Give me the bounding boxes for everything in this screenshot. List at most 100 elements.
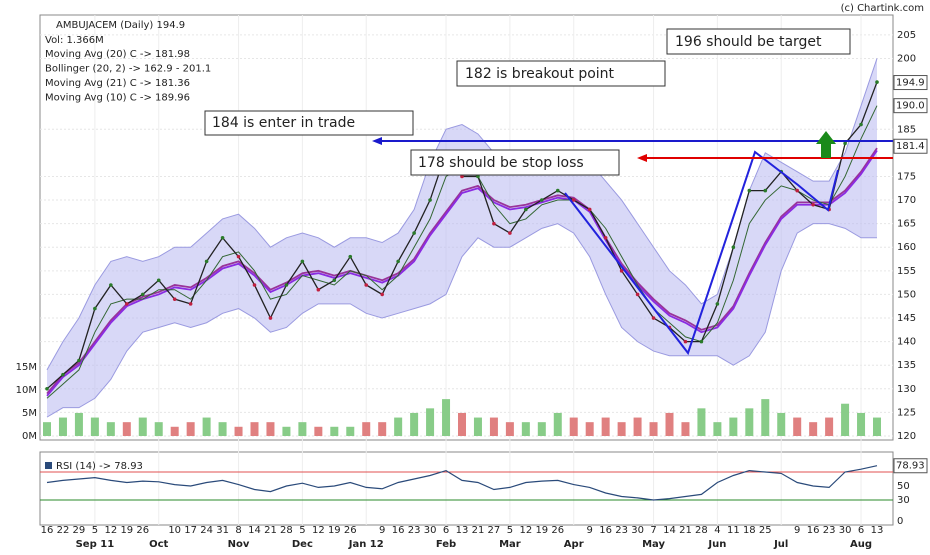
volume-bar <box>585 422 594 436</box>
month-label: Sep 11 <box>76 539 115 550</box>
x-tick-label: 23 <box>823 525 836 536</box>
x-tick-label: 16 <box>392 525 405 536</box>
price-point <box>300 259 305 264</box>
volume-bar <box>569 417 578 436</box>
annotation: 196 should be target <box>675 34 822 50</box>
volume-bar <box>857 412 866 436</box>
x-tick-label: 26 <box>551 525 564 536</box>
trend-lines <box>564 150 839 356</box>
price-point <box>635 292 640 297</box>
volume-bar <box>601 417 610 436</box>
annotation-box <box>204 110 414 136</box>
price-point <box>412 231 416 235</box>
y-tick-label: 130 <box>897 384 916 395</box>
x-tick-label: 19 <box>535 525 548 536</box>
volume-bar <box>106 422 115 436</box>
volume-bar <box>330 426 339 436</box>
x-tick-label: 21 <box>679 525 692 536</box>
volume-bar <box>537 422 546 436</box>
rsi-frame <box>39 451 894 526</box>
x-tick-label: 17 <box>184 525 197 536</box>
price-point <box>140 292 145 297</box>
price-point <box>619 269 624 273</box>
volume-bar <box>122 422 131 436</box>
volume-bar <box>250 422 259 436</box>
x-tick-label: 4 <box>714 525 720 536</box>
month-label: Jun <box>707 539 726 550</box>
x-tick-label: 5 <box>299 525 305 536</box>
price-point <box>188 302 193 306</box>
bollinger-lower <box>46 223 877 418</box>
month-label: Dec <box>292 539 313 550</box>
price-point <box>93 306 97 311</box>
annotation: 182 is breakout point <box>465 66 615 82</box>
x-tick-label: 11 <box>727 525 740 536</box>
trend-line <box>564 150 839 356</box>
y-tick-label: 160 <box>897 242 916 253</box>
volume-bar <box>410 412 419 436</box>
legend-entry: Bollinger (20, 2) -> 162.9 - 201.1 <box>45 64 211 75</box>
moving-average <box>46 149 878 397</box>
volume-bar <box>154 422 163 436</box>
x-tick-label: 30 <box>839 525 852 536</box>
price-point <box>843 141 847 146</box>
x-tick-label: 10 <box>168 525 181 536</box>
volume-label: Vol: 1.366M <box>45 35 104 46</box>
x-tick-label: 23 <box>408 525 421 536</box>
price-point <box>508 231 512 235</box>
price-tag: 181.4 <box>896 141 925 152</box>
month-label: Apr <box>564 539 584 550</box>
volume-bar <box>138 417 147 436</box>
x-tick-label: 16 <box>599 525 612 536</box>
arrow-head <box>372 137 382 145</box>
volume-bar <box>234 426 243 436</box>
month-label: Feb <box>436 539 456 550</box>
volume-bar <box>777 412 786 436</box>
x-tick-label: 27 <box>488 525 501 536</box>
volume-bar <box>521 422 530 436</box>
price-point <box>332 278 337 283</box>
volume-bar <box>617 422 626 436</box>
volume-bar <box>74 412 83 436</box>
price-point <box>45 387 49 391</box>
rsi-tick-label: 50 <box>897 481 910 492</box>
price-point <box>555 188 560 193</box>
price-tag-box <box>893 75 928 91</box>
volume-bar <box>649 422 658 436</box>
x-tick-label: 24 <box>200 525 213 536</box>
x-tick-label: 12 <box>519 525 532 536</box>
x-tick-label: 18 <box>743 525 756 536</box>
rsi-tag-box <box>893 458 928 474</box>
y-tick-label: 165 <box>897 219 916 230</box>
volume-bar <box>378 422 387 436</box>
volume-bar <box>298 422 307 436</box>
x-tick-label: 28 <box>695 525 708 536</box>
y-tick-label: 145 <box>897 313 916 324</box>
arrows <box>372 131 893 162</box>
volume-bar <box>729 417 738 436</box>
price-point <box>492 221 496 226</box>
y-tick-label: 125 <box>897 407 916 418</box>
volume-tick-label: 15M <box>16 362 37 373</box>
volume-bar <box>282 426 291 436</box>
volume-tick-label: 10M <box>16 385 37 396</box>
volume-bar <box>170 426 179 436</box>
y-tick-label: 140 <box>897 337 916 348</box>
annotation: 184 is enter in trade <box>212 115 355 131</box>
price-point <box>316 287 321 292</box>
x-tick-label: 12 <box>312 525 325 536</box>
x-tick-label: 16 <box>41 525 54 536</box>
x-tick-label: 31 <box>216 525 229 536</box>
annotation: 178 should be stop loss <box>418 155 584 171</box>
volume-bar <box>426 408 435 436</box>
price-point <box>284 283 289 287</box>
volume-bar <box>505 422 514 436</box>
price-point <box>747 188 752 193</box>
x-tick-label: 13 <box>456 525 469 536</box>
moving-average <box>46 147 878 395</box>
price-tag: 194.9 <box>896 78 925 89</box>
price-point <box>77 358 81 363</box>
x-tick-label: 8 <box>235 525 241 536</box>
price-point <box>396 259 400 264</box>
y-tick-label: 170 <box>897 195 916 206</box>
